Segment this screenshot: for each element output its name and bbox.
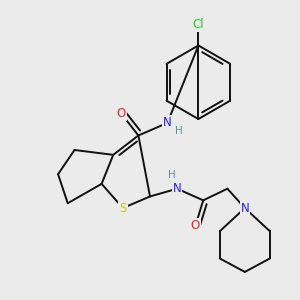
Text: N: N — [241, 202, 249, 214]
Text: H: H — [175, 126, 183, 136]
Text: O: O — [191, 219, 200, 232]
Text: O: O — [116, 107, 126, 120]
Text: S: S — [119, 202, 127, 214]
Text: Cl: Cl — [193, 18, 204, 31]
Text: N: N — [163, 116, 172, 129]
Text: H: H — [168, 170, 176, 180]
Text: N: N — [173, 182, 182, 195]
